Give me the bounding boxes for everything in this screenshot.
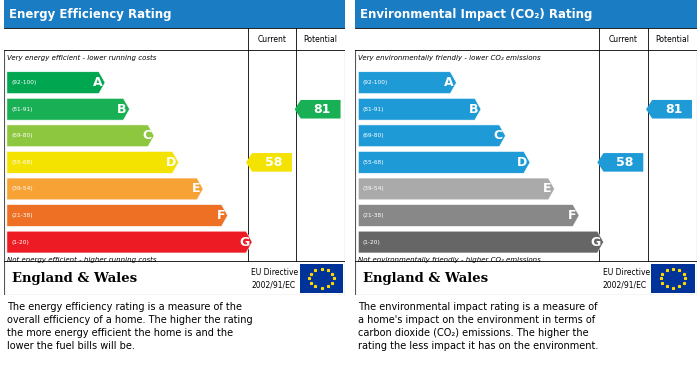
Text: 81: 81: [665, 103, 682, 116]
Text: D: D: [517, 156, 527, 169]
Polygon shape: [358, 125, 505, 147]
Text: The environmental impact rating is a measure of
a home's impact on the environme: The environmental impact rating is a mea…: [358, 302, 598, 352]
Text: G: G: [239, 235, 249, 249]
Text: F: F: [568, 209, 576, 222]
Text: 58: 58: [265, 156, 282, 169]
Bar: [4, 28, 345, 50]
Bar: [4, 0, 345, 28]
Text: 81: 81: [314, 103, 331, 116]
Text: D: D: [166, 156, 176, 169]
Text: Current: Current: [258, 35, 286, 44]
Text: EU Directive: EU Directive: [603, 267, 650, 276]
Text: (69-80): (69-80): [363, 133, 384, 138]
Text: F: F: [216, 209, 225, 222]
Text: Energy Efficiency Rating: Energy Efficiency Rating: [8, 7, 171, 20]
Text: A: A: [444, 76, 454, 89]
Text: Potential: Potential: [655, 35, 689, 44]
Text: C: C: [142, 129, 151, 142]
Text: Very environmentally friendly - lower CO₂ emissions: Very environmentally friendly - lower CO…: [358, 55, 541, 61]
Text: A: A: [92, 76, 102, 89]
Text: B: B: [118, 103, 127, 116]
Bar: [355, 28, 696, 50]
Polygon shape: [295, 100, 341, 118]
Text: (81-91): (81-91): [363, 107, 384, 112]
Polygon shape: [597, 153, 643, 172]
Polygon shape: [7, 178, 203, 200]
Text: The energy efficiency rating is a measure of the
overall efficiency of a home. T: The energy efficiency rating is a measur…: [7, 302, 253, 352]
Polygon shape: [358, 98, 481, 120]
Text: England & Wales: England & Wales: [363, 272, 489, 285]
Text: (69-80): (69-80): [11, 133, 33, 138]
Text: (1-20): (1-20): [363, 240, 380, 244]
Text: 2002/91/EC: 2002/91/EC: [603, 280, 647, 289]
Text: (81-91): (81-91): [11, 107, 32, 112]
Polygon shape: [358, 178, 554, 200]
Text: 58: 58: [617, 156, 634, 169]
Text: Not energy efficient - higher running costs: Not energy efficient - higher running co…: [7, 257, 156, 263]
Text: (55-68): (55-68): [11, 160, 33, 165]
Text: 2002/91/EC: 2002/91/EC: [251, 280, 295, 289]
Text: E: E: [192, 183, 200, 196]
Text: Not environmentally friendly - higher CO₂ emissions: Not environmentally friendly - higher CO…: [358, 257, 541, 263]
Text: (39-54): (39-54): [11, 187, 33, 192]
Text: Current: Current: [609, 35, 638, 44]
Text: (21-38): (21-38): [363, 213, 384, 218]
Polygon shape: [7, 151, 178, 173]
Polygon shape: [7, 204, 228, 226]
Bar: [651, 264, 695, 293]
Bar: [355, 0, 696, 28]
Text: (21-38): (21-38): [11, 213, 33, 218]
Text: B: B: [469, 103, 478, 116]
Text: E: E: [543, 183, 552, 196]
Polygon shape: [358, 72, 456, 93]
Text: Potential: Potential: [304, 35, 337, 44]
Bar: [300, 264, 344, 293]
Text: EU Directive: EU Directive: [251, 267, 298, 276]
Polygon shape: [246, 153, 292, 172]
Polygon shape: [7, 231, 252, 253]
Text: (92-100): (92-100): [11, 80, 36, 85]
Polygon shape: [358, 231, 603, 253]
Text: (1-20): (1-20): [11, 240, 29, 244]
Text: Very energy efficient - lower running costs: Very energy efficient - lower running co…: [7, 55, 156, 61]
Text: G: G: [591, 235, 601, 249]
Text: (55-68): (55-68): [363, 160, 384, 165]
Text: C: C: [494, 129, 503, 142]
Text: England & Wales: England & Wales: [12, 272, 137, 285]
Polygon shape: [358, 204, 579, 226]
Text: Environmental Impact (CO₂) Rating: Environmental Impact (CO₂) Rating: [360, 7, 592, 20]
Text: (92-100): (92-100): [363, 80, 388, 85]
Polygon shape: [646, 100, 692, 118]
Text: (39-54): (39-54): [363, 187, 384, 192]
Polygon shape: [7, 98, 130, 120]
Polygon shape: [7, 72, 105, 93]
Polygon shape: [7, 125, 154, 147]
Polygon shape: [358, 151, 530, 173]
